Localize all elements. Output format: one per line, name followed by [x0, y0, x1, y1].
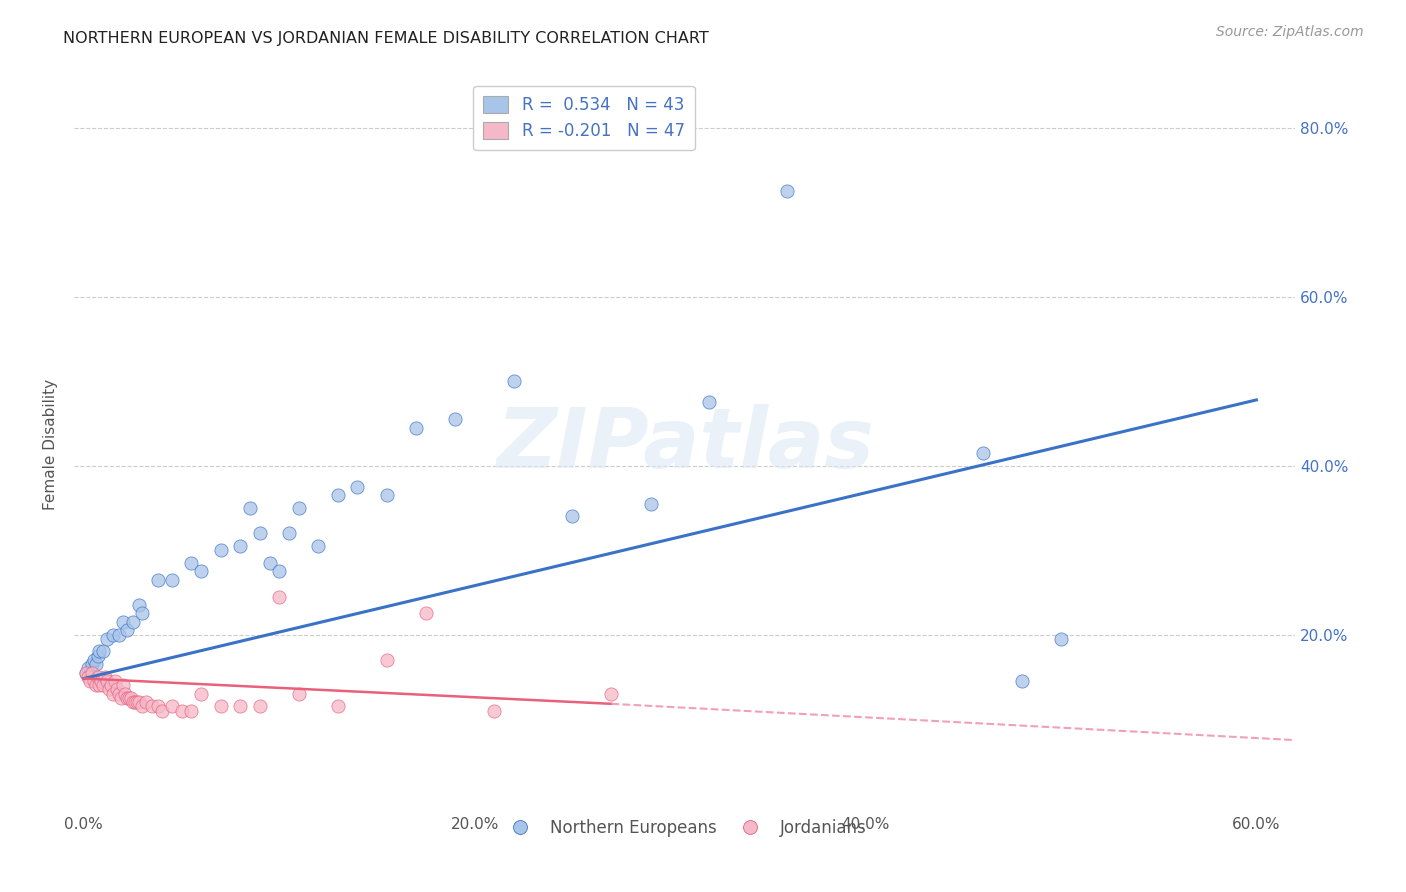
Point	[93, 678, 115, 692]
Point	[80, 665, 103, 680]
Point	[125, 695, 148, 709]
Point	[190, 687, 212, 701]
Point	[160, 573, 183, 587]
Point	[101, 627, 124, 641]
Point	[146, 699, 169, 714]
Point	[229, 699, 252, 714]
Point	[94, 670, 117, 684]
Point	[128, 695, 150, 709]
Point	[89, 644, 111, 658]
Point	[84, 678, 107, 692]
Point	[170, 704, 193, 718]
Point	[90, 673, 112, 688]
Point	[375, 488, 398, 502]
Point	[307, 539, 329, 553]
Point	[326, 488, 349, 502]
Point	[98, 682, 121, 697]
Y-axis label: Female Disability: Female Disability	[44, 379, 58, 510]
Point	[118, 690, 141, 705]
Point	[80, 657, 103, 672]
Point	[83, 653, 105, 667]
Point	[121, 615, 143, 629]
Point	[269, 564, 291, 578]
Point	[75, 665, 97, 680]
Point	[375, 653, 398, 667]
Point	[75, 665, 97, 680]
Point	[108, 687, 131, 701]
Point	[288, 687, 311, 701]
Point	[100, 678, 122, 692]
Point	[105, 682, 128, 697]
Point	[79, 665, 101, 680]
Point	[76, 670, 98, 684]
Point	[104, 673, 127, 688]
Point	[249, 526, 271, 541]
Point	[278, 526, 301, 541]
Point	[444, 412, 467, 426]
Point	[640, 497, 662, 511]
Point	[101, 687, 124, 701]
Point	[110, 690, 132, 705]
Point	[229, 539, 252, 553]
Point	[160, 699, 183, 714]
Point	[239, 500, 262, 515]
Text: Source: ZipAtlas.com: Source: ZipAtlas.com	[1216, 25, 1364, 39]
Point	[121, 695, 143, 709]
Point	[93, 644, 115, 658]
Point	[209, 543, 232, 558]
Point	[84, 657, 107, 672]
Point	[86, 648, 108, 663]
Point	[141, 699, 163, 714]
Text: ZIPatlas: ZIPatlas	[496, 404, 873, 485]
Point	[115, 624, 138, 638]
Point	[96, 673, 118, 688]
Point	[249, 699, 271, 714]
Point	[128, 598, 150, 612]
Point	[108, 627, 131, 641]
Point	[288, 500, 311, 515]
Point	[697, 395, 720, 409]
Point	[600, 687, 623, 701]
Point	[89, 678, 111, 692]
Point	[96, 632, 118, 646]
Point	[1050, 632, 1073, 646]
Point	[146, 573, 169, 587]
Point	[115, 690, 138, 705]
Point	[120, 690, 142, 705]
Point	[135, 695, 157, 709]
Legend: Northern Europeans, Jordanians: Northern Europeans, Jordanians	[496, 813, 873, 844]
Point	[111, 678, 134, 692]
Point	[209, 699, 232, 714]
Point	[111, 615, 134, 629]
Point	[326, 699, 349, 714]
Point	[190, 564, 212, 578]
Point	[1011, 673, 1033, 688]
Point	[415, 607, 437, 621]
Point	[180, 556, 202, 570]
Point	[86, 670, 108, 684]
Point	[269, 590, 291, 604]
Point	[405, 421, 427, 435]
Point	[502, 375, 524, 389]
Point	[180, 704, 202, 718]
Text: NORTHERN EUROPEAN VS JORDANIAN FEMALE DISABILITY CORRELATION CHART: NORTHERN EUROPEAN VS JORDANIAN FEMALE DI…	[63, 31, 709, 46]
Point	[972, 446, 994, 460]
Point	[124, 695, 146, 709]
Point	[346, 480, 368, 494]
Point	[484, 704, 506, 718]
Point	[76, 661, 98, 675]
Point	[259, 556, 281, 570]
Point	[79, 673, 101, 688]
Point	[83, 673, 105, 688]
Point	[131, 607, 153, 621]
Point	[131, 699, 153, 714]
Point	[776, 185, 799, 199]
Point	[150, 704, 173, 718]
Point	[114, 687, 136, 701]
Point	[561, 509, 583, 524]
